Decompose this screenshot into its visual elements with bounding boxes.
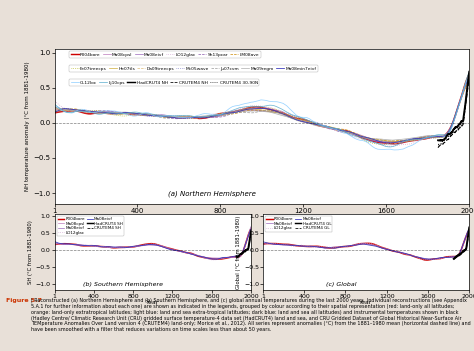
Text: | Reconstructed (a) Northern Hemisphere and (b) Southern Hemisphere, and (c) glo: | Reconstructed (a) Northern Hemisphere … (31, 298, 471, 332)
Y-axis label: SH (°C from 1881-1980): SH (°C from 1881-1980) (27, 220, 33, 284)
Y-axis label: NH temperature anomaly (°C from 1881-1980): NH temperature anomaly (°C from 1881-198… (26, 61, 30, 191)
X-axis label: Year: Year (359, 300, 373, 305)
Text: (b) Southern Hemisphere: (b) Southern Hemisphere (83, 282, 164, 287)
Legend: P004bore, Ma08cpsl, Ma08eivf, LO12glac, Ma08eivf, HadCRUT4 SH, CRUTEM4 SH: P004bore, Ma08cpsl, Ma08eivf, LO12glac, … (56, 216, 124, 236)
X-axis label: Year: Year (146, 300, 160, 305)
Legend: P004bore, Ma08eivf, LO12glac, Ma08eivf, HadCRUT4 GL, CRUTEM4 GL: P004bore, Ma08eivf, LO12glac, Ma08eivf, … (265, 216, 332, 232)
Text: (c) Global: (c) Global (326, 282, 356, 287)
Y-axis label: Global (°C from 1881-1980): Global (°C from 1881-1980) (236, 215, 241, 289)
Text: (a) Northern Hemisphere: (a) Northern Hemisphere (168, 191, 256, 197)
Legend: CL12loc, Lj10cps, HadCRUT4 NH, CRUTEM4 NH, CRUTEM4 30-90N: CL12loc, Lj10cps, HadCRUT4 NH, CRUTEM4 N… (69, 79, 259, 86)
Text: Figure 5.7: Figure 5.7 (6, 298, 42, 303)
